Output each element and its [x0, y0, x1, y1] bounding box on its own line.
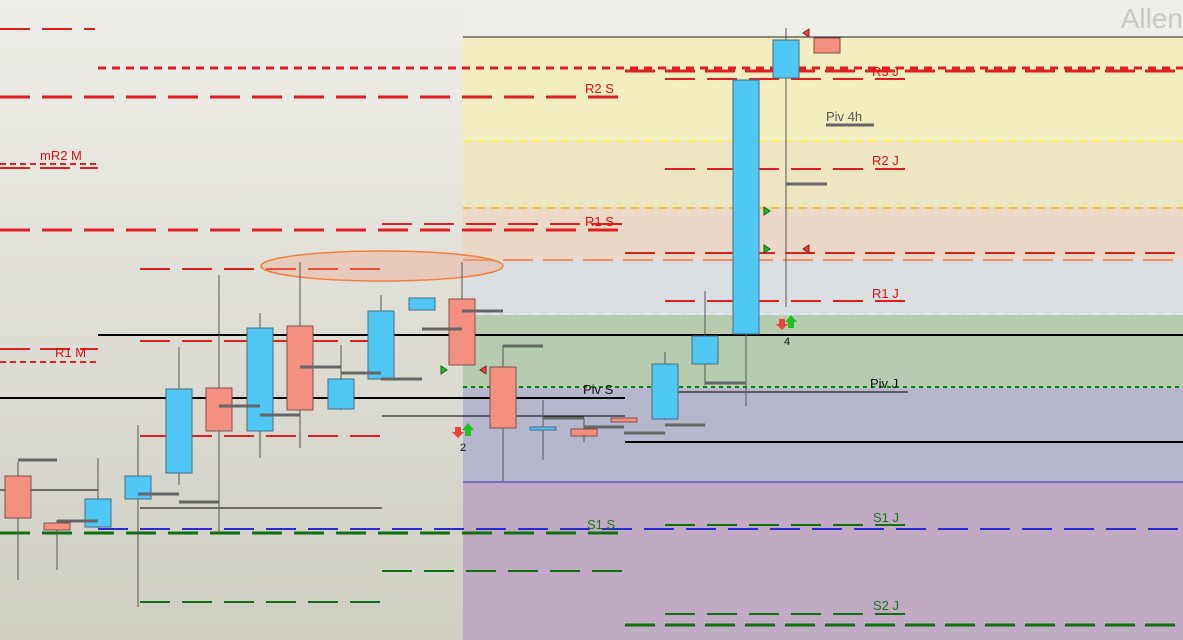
candle: [367, 310, 395, 380]
candle: [651, 363, 679, 420]
signal-count: 4: [784, 336, 790, 348]
level-label: S1 J: [873, 510, 899, 525]
zone: [463, 260, 1183, 315]
level-label: mR2 M: [40, 148, 82, 163]
arrow: [802, 244, 810, 254]
arrow: [462, 423, 474, 436]
zone: [463, 207, 1183, 260]
candle: [529, 426, 557, 431]
arrow: [776, 319, 788, 330]
level-label: S2 J: [873, 598, 899, 613]
watermark: Allen: [1121, 3, 1183, 34]
level-label: R1 M: [55, 345, 86, 360]
candle: [813, 37, 841, 54]
arrow: [763, 244, 771, 254]
level-label: S1 S: [587, 517, 616, 532]
zone: [463, 482, 1183, 640]
arrow: [452, 427, 464, 438]
level-label: R1 S: [585, 214, 614, 229]
candle: [327, 378, 355, 410]
candle: [570, 428, 598, 437]
level-label: Piv J: [870, 376, 898, 391]
level-label: R2 J: [872, 153, 899, 168]
arrow: [479, 365, 487, 375]
candle: [84, 498, 112, 528]
arrow: [440, 365, 448, 375]
arrow: [802, 28, 810, 38]
level-label: R2 S: [585, 81, 614, 96]
background-top: [463, 0, 1183, 37]
candle: [489, 366, 517, 429]
candles: [4, 28, 841, 607]
level-label: R3 J: [872, 64, 899, 79]
level-label: Piv 4h: [826, 109, 862, 124]
signal-arrows: [440, 28, 810, 438]
close-markers: [18, 182, 827, 523]
zone: [463, 37, 1183, 140]
candle: [43, 522, 71, 531]
level-label: Piv S: [583, 382, 614, 397]
candle: [124, 475, 152, 500]
highlight-ellipse: [260, 250, 504, 282]
arrow: [785, 315, 797, 328]
candle: [732, 79, 760, 335]
arrow: [763, 206, 771, 216]
candle: [610, 417, 638, 423]
candle: [408, 297, 436, 311]
candle: [772, 39, 800, 79]
level-label: R1 J: [872, 286, 899, 301]
signal-count: 2: [460, 442, 466, 454]
candle: [205, 387, 233, 432]
zone: [463, 315, 1183, 388]
candle: [165, 388, 193, 474]
candle: [691, 335, 719, 365]
candle: [4, 475, 32, 519]
zone: [463, 140, 1183, 207]
candle: [448, 298, 476, 366]
